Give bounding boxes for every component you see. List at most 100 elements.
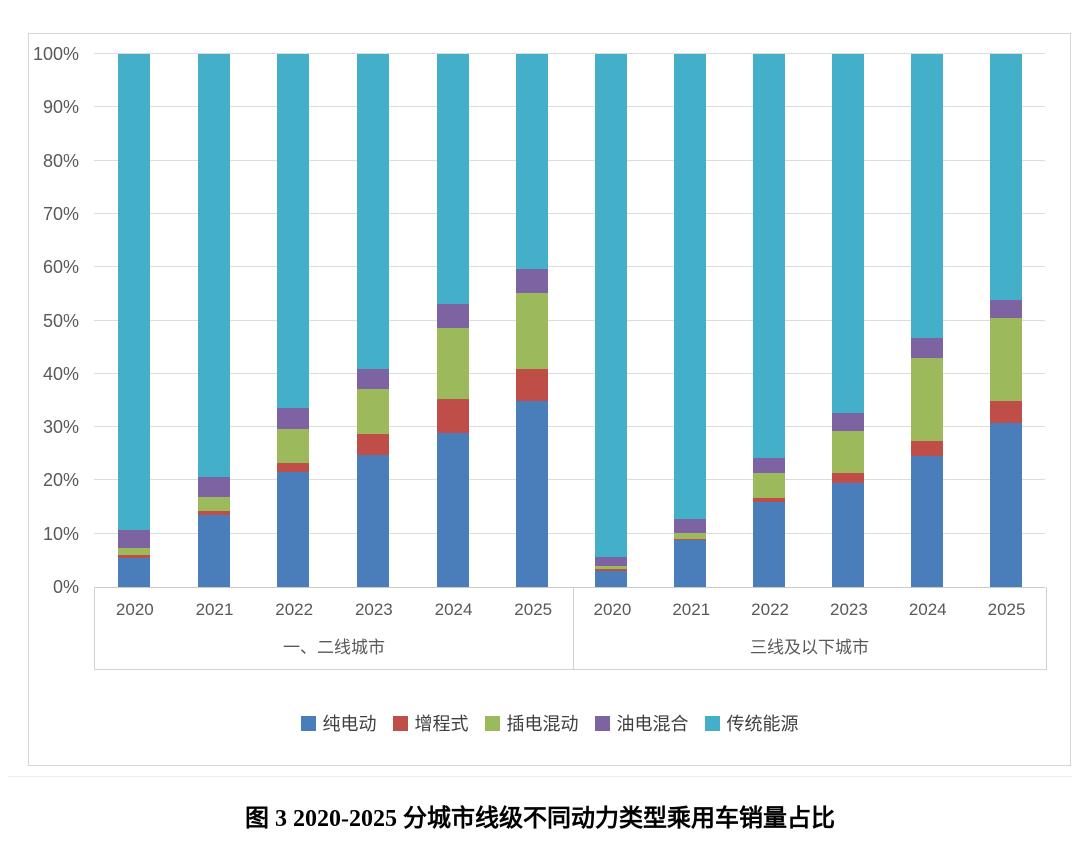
bar-segment (910, 455, 943, 587)
y-tick-label: 50% (42, 310, 79, 331)
legend-swatch-icon (594, 715, 610, 731)
bar-segment (595, 569, 628, 572)
y-tick-label: 100% (32, 44, 79, 64)
bar-segment (595, 54, 628, 558)
legend-label: 增程式 (414, 714, 469, 734)
bar-group-1 (94, 54, 572, 587)
y-tick-label: 70% (42, 203, 79, 224)
bar-segment (595, 557, 628, 566)
y-tick-label: 30% (42, 417, 79, 438)
bar-segment (197, 54, 230, 478)
bar-segment (753, 502, 786, 587)
y-tick-label: 10% (42, 523, 79, 544)
bar-segment (516, 400, 549, 587)
x-tick-label: 2022 (275, 600, 314, 619)
bar-segment (277, 471, 310, 587)
bar-slot (94, 54, 174, 587)
x-axis-area: 2020 2021 2022 2023 2024 2025 一、二线城市 2020 2021 20… (94, 587, 1047, 670)
grid-line (94, 159, 1045, 161)
bar-segment (117, 54, 150, 530)
bar-segment (831, 483, 864, 587)
y-tick-label: 60% (42, 257, 79, 278)
bar-segment (910, 357, 943, 441)
bar-segment (117, 557, 150, 587)
bar-segment (516, 292, 549, 370)
bar-segment (910, 440, 943, 456)
grid-line (94, 532, 1045, 534)
bar-group-2 (572, 54, 1045, 587)
bar-segment (595, 571, 628, 587)
group-label: 一、二线城市 (283, 638, 385, 657)
bar-segment (595, 565, 628, 570)
grid-line (94, 53, 1045, 54)
axis-divider (573, 587, 574, 669)
x-tick-label: 2023 (354, 600, 393, 619)
bar-segment (436, 304, 469, 328)
grid-line (94, 266, 1045, 268)
grid-line (94, 587, 1045, 588)
stacked-bar-2024 (910, 54, 943, 587)
bar-segment (910, 54, 943, 339)
grid-line (94, 372, 1045, 374)
bar-segment (436, 398, 469, 433)
page-divider (8, 776, 1072, 777)
x-tick-label: 2025 (514, 600, 553, 619)
legend-item: 纯电动 (300, 710, 377, 736)
year-label-row: 2020 2021 2022 2023 2024 2025 (573, 597, 1046, 623)
bar-segment (989, 401, 1022, 423)
bar-segment (117, 548, 150, 556)
bar-segment (753, 498, 786, 503)
bar-slot (174, 54, 254, 587)
stacked-bar-2022 (277, 54, 310, 587)
bar-segment (674, 538, 707, 541)
bar-segment (436, 54, 469, 304)
bar-segment (197, 477, 230, 497)
grid-line (94, 106, 1045, 108)
legend-item: 插电混动 (484, 710, 579, 736)
bar-segment (831, 54, 864, 414)
y-tick-label: 90% (42, 97, 79, 118)
stacked-bar-2023 (831, 54, 864, 587)
bar-segment (356, 389, 389, 435)
figure-frame: 2020 2021 2022 2023 2024 2025 一、二线城市 2020 2021 20… (28, 33, 1071, 766)
bar-segment (516, 369, 549, 401)
legend-label: 插电混动 (506, 714, 579, 734)
legend-item: 传统能源 (704, 710, 799, 736)
bar-segment (197, 515, 230, 587)
bar-segment (989, 54, 1022, 301)
bar-segment (117, 555, 150, 558)
bar-segment (356, 434, 389, 455)
y-tick-label: 20% (42, 470, 79, 491)
x-tick-label: 2023 (829, 600, 868, 619)
x-tick-label: 2020 (115, 600, 154, 619)
bar-slot (887, 54, 966, 587)
bar-segment (356, 369, 389, 390)
bar-segment (753, 458, 786, 473)
year-label-row: 2020 2021 2022 2023 2024 2025 (95, 597, 573, 623)
stacked-bar-2023 (356, 54, 389, 587)
bar-slot (808, 54, 887, 587)
stacked-bar-2021 (674, 54, 707, 587)
bar-segment (197, 496, 230, 511)
y-tick-label: 80% (42, 150, 79, 171)
bar-segment (989, 317, 1022, 401)
legend-item: 油电混合 (594, 710, 689, 736)
bar-segment (117, 530, 150, 549)
bar-segment (516, 269, 549, 293)
bar-slot (572, 54, 651, 587)
bar-slot (413, 54, 493, 587)
bar-slot (730, 54, 809, 587)
bar-segment (356, 54, 389, 370)
grid-line (94, 479, 1045, 481)
bar-slot (333, 54, 413, 587)
stacked-bar-2024 (436, 54, 469, 587)
grid-line (94, 212, 1045, 214)
grid-line (94, 426, 1045, 428)
bar-segment (674, 540, 707, 587)
bar-segment (831, 472, 864, 484)
legend-swatch-icon (392, 715, 408, 731)
bar-segment (277, 429, 310, 463)
bar-segment (831, 413, 864, 431)
bar-slot (651, 54, 730, 587)
bar-slot (966, 54, 1045, 587)
